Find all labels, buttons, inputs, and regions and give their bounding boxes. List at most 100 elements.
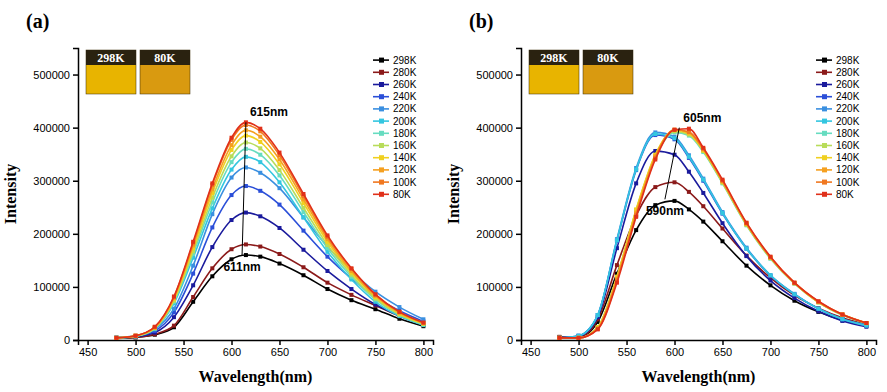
series-marker [673,128,677,132]
x-tick: 600 [223,340,241,358]
x-tick-label: 500 [127,346,145,358]
series-marker [244,253,248,257]
series-marker [768,255,772,259]
x-tick-label: 800 [415,346,433,358]
series-marker [840,317,844,321]
y-tick: 300000 [476,175,521,187]
series-marker [615,238,619,242]
series-marker [258,214,262,218]
y-tick-label: 500000 [33,69,70,81]
y-tick: 200000 [476,228,521,240]
series-marker [634,215,638,219]
series-marker [720,178,724,182]
y-tick-label: 200000 [476,228,513,240]
series-marker [277,252,281,256]
legend-marker [822,94,827,99]
series-marker [634,168,638,172]
series-marker [816,307,820,311]
series-marker [325,287,329,291]
series-marker [673,128,677,132]
series-marker [816,307,820,311]
series-marker [421,320,425,324]
series-marker [114,336,118,340]
legend: 298K280K260K240K220K200K180K160K140K120K… [373,55,417,200]
y-axis-line [516,49,522,341]
x-tick: 450 [79,340,97,358]
series-marker [701,146,705,150]
series-marker [114,336,118,340]
series-marker [421,321,425,325]
y-tick-label: 400000 [476,122,513,134]
series-marker [244,147,248,151]
y-tick-mark [516,234,521,236]
legend-marker [379,180,384,185]
y-tick-mark [516,287,521,289]
series-marker [277,173,281,177]
series-marker [840,313,844,317]
series-marker [840,313,844,317]
x-tick-mark [722,340,724,345]
legend-label: 240K [393,91,417,102]
series-line [559,130,866,338]
series-marker [673,128,677,132]
x-tick-mark [530,340,532,345]
series-marker [230,136,234,140]
x-tick-mark [279,340,281,345]
series-marker [744,221,748,225]
series-marker [230,247,234,251]
series-marker [325,269,329,273]
legend-label: 260K [836,79,860,90]
legend-label: 180K [393,128,417,139]
legend-label: 240K [836,91,860,102]
series-marker [687,127,691,131]
series-marker [792,292,796,296]
x-axis-line [522,341,877,346]
y-tick: 200000 [33,228,78,240]
inset-label: 80K [154,51,176,65]
series-marker [557,336,561,340]
series-marker [744,221,748,225]
legend-label: 120K [836,164,860,175]
series-marker [816,306,820,310]
series-marker [230,168,234,172]
y-tick: 500000 [33,69,78,81]
series-marker [325,255,329,259]
x-tick-label: 600 [223,346,241,358]
series-marker [301,273,305,277]
series-marker [134,334,138,338]
series-marker [557,336,561,340]
series-marker [172,295,176,299]
series-line [116,157,423,339]
series-line [116,186,423,338]
series-marker [277,226,281,230]
legend-label: 80K [393,189,411,200]
x-tick-mark [231,340,233,345]
series-marker [792,296,796,300]
series-line [116,136,423,338]
series-marker [277,203,281,207]
x-tick-mark [818,340,820,345]
legend-label: 260K [393,79,417,90]
series-marker [792,281,796,285]
series-marker [325,281,329,285]
series-marker [720,221,724,225]
inset-photo [86,50,136,94]
series-marker [864,321,868,325]
y-axis-title: Intensity [2,164,20,224]
series-marker [349,298,353,302]
y-tick: 300000 [33,175,78,187]
plot-area [557,127,868,340]
y-axis: 0100000200000300000400000500000 [33,49,78,347]
y-tick: 0 [64,334,78,346]
x-tick: 550 [618,340,636,358]
series-marker [653,157,657,161]
series-marker [301,192,305,196]
series-marker [792,281,796,285]
series-marker [114,335,118,339]
panel: 4505005506006507007508000100000200000300… [445,10,877,386]
series-marker [114,336,118,340]
series-marker [840,313,844,317]
legend-marker [379,58,384,63]
y-tick: 400000 [33,122,78,134]
plot-area [114,120,425,340]
